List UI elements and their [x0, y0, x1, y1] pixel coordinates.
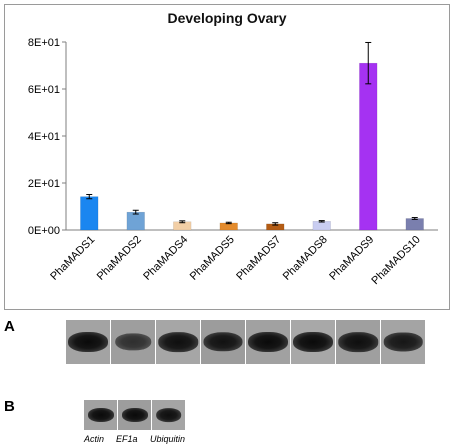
gel-band [115, 333, 151, 351]
gel-band [383, 332, 423, 352]
x-tick-label: PhaMADS4 [141, 234, 190, 283]
gel-b-lane-labels: Actin EF1a Ubiquitin [84, 434, 204, 448]
y-tick-label: 0E+00 [28, 225, 60, 237]
x-tick-label: PhaMADS10 [369, 234, 422, 287]
gel-lane [381, 320, 425, 364]
x-tick-label: PhaMADS7 [234, 234, 283, 283]
gel-lane [291, 320, 335, 364]
chart-frame [4, 4, 450, 310]
gel-lane [152, 400, 185, 430]
y-tick-label: 2E+01 [28, 178, 60, 190]
x-tick-label: PhaMADS9 [327, 234, 376, 283]
x-tick-label: PhaMADS1 [48, 234, 97, 283]
gel-band [121, 408, 148, 422]
gel-lane [118, 400, 151, 430]
gel-lane [246, 320, 290, 364]
gel-band [68, 332, 108, 352]
bar [80, 196, 99, 231]
gel-band [248, 332, 288, 352]
gel-band [158, 332, 198, 352]
gel-b-lane-label: Ubiquitin [150, 434, 186, 444]
y-tick-label: 4E+01 [28, 131, 60, 143]
gel-band [338, 332, 378, 352]
gel-lane [111, 320, 155, 364]
gel-b-lane-label: Actin [84, 434, 105, 444]
gel-band [293, 332, 333, 352]
gel-band [155, 408, 182, 422]
gel-b-lane-label: EF1a [116, 434, 138, 444]
x-tick-label: PhaMADS8 [281, 234, 330, 283]
gel-lane [84, 400, 117, 430]
gel-a-blot [66, 320, 425, 364]
bar [405, 218, 424, 231]
chart-title: Developing Ovary [167, 10, 287, 26]
bar [312, 221, 331, 231]
bar-chart: 0E+002E+014E+016E+018E+01PhaMADS1PhaMADS… [28, 37, 438, 287]
gel-band [87, 408, 114, 422]
gel-band [203, 332, 243, 352]
gel-lane [66, 320, 110, 364]
bar [359, 62, 378, 231]
bar [126, 211, 145, 231]
gel-lane [201, 320, 245, 364]
x-tick-label: PhaMADS2 [95, 234, 144, 283]
y-tick-label: 8E+01 [28, 37, 60, 49]
panel-a-label: A [4, 318, 15, 335]
x-tick-label: PhaMADS5 [188, 234, 237, 283]
gel-lane [156, 320, 200, 364]
gel-lane [336, 320, 380, 364]
y-tick-label: 6E+01 [28, 84, 60, 96]
gel-b-blot [84, 400, 188, 430]
panel-b-label: B [4, 398, 15, 415]
